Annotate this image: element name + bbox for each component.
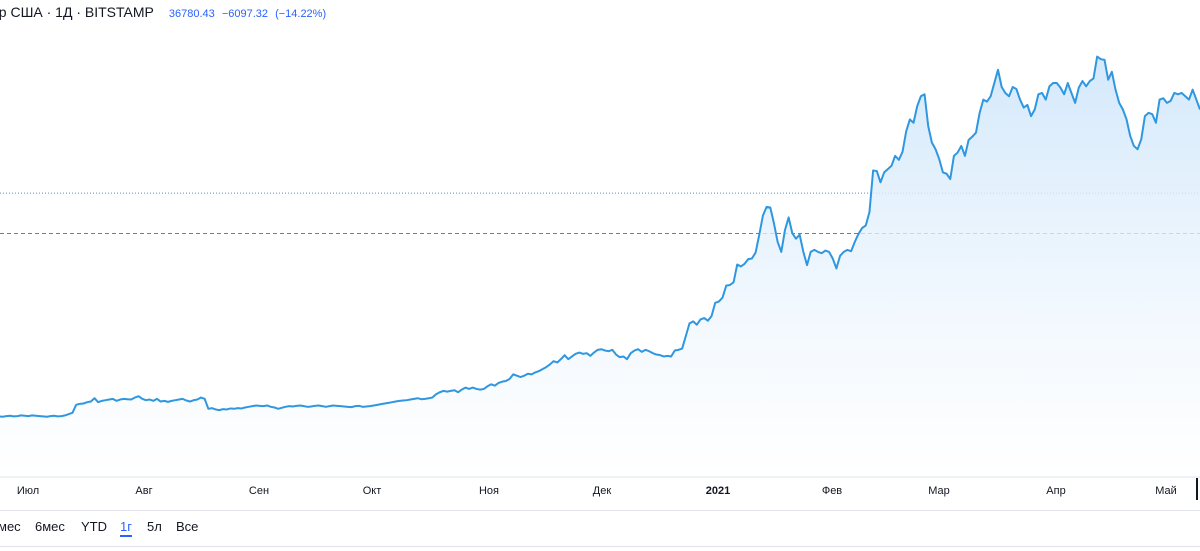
bottom-divider xyxy=(0,546,1200,547)
price-series-line xyxy=(0,55,1200,418)
x-tick-label: Окт xyxy=(363,485,382,497)
price-change-pct: (−14.22%) xyxy=(275,8,327,20)
range-button-мес[interactable]: мес xyxy=(0,519,21,534)
price-area-fill xyxy=(0,56,1200,477)
x-tick-label: Фев xyxy=(822,485,842,497)
x-tick-label: Дек xyxy=(593,485,612,497)
price-change: −6097.32 xyxy=(221,8,268,20)
x-tick-label: Мар xyxy=(928,485,950,497)
x-tick-label: Сен xyxy=(249,485,269,497)
x-tick-label: Ноя xyxy=(479,485,499,497)
range-button-6мес[interactable]: 6мес xyxy=(35,519,65,534)
range-button-YTD[interactable]: YTD xyxy=(81,519,107,534)
range-selector: мес 6мес YTD 1г 5л Все xyxy=(0,510,1200,541)
x-tick-label: Май xyxy=(1155,485,1177,497)
price-values: 36780.43 −6097.32 (−14.22%) xyxy=(169,8,330,20)
last-price: 36780.43 xyxy=(168,8,215,20)
range-button-5л[interactable]: 5л xyxy=(147,519,162,534)
x-tick-label: Июл xyxy=(17,485,39,497)
x-tick-label: Апр xyxy=(1046,485,1065,497)
range-button-1г[interactable]: 1г xyxy=(120,519,132,537)
x-tick-label: Авг xyxy=(135,485,152,497)
x-tick-label: 2021 xyxy=(706,485,730,497)
chart-legend: ар США · 1Д · BITSTAMP 36780.43 −6097.32… xyxy=(0,4,330,22)
symbol-text[interactable]: ар США · 1Д · BITSTAMP xyxy=(0,4,154,20)
range-button-Все[interactable]: Все xyxy=(176,519,199,534)
